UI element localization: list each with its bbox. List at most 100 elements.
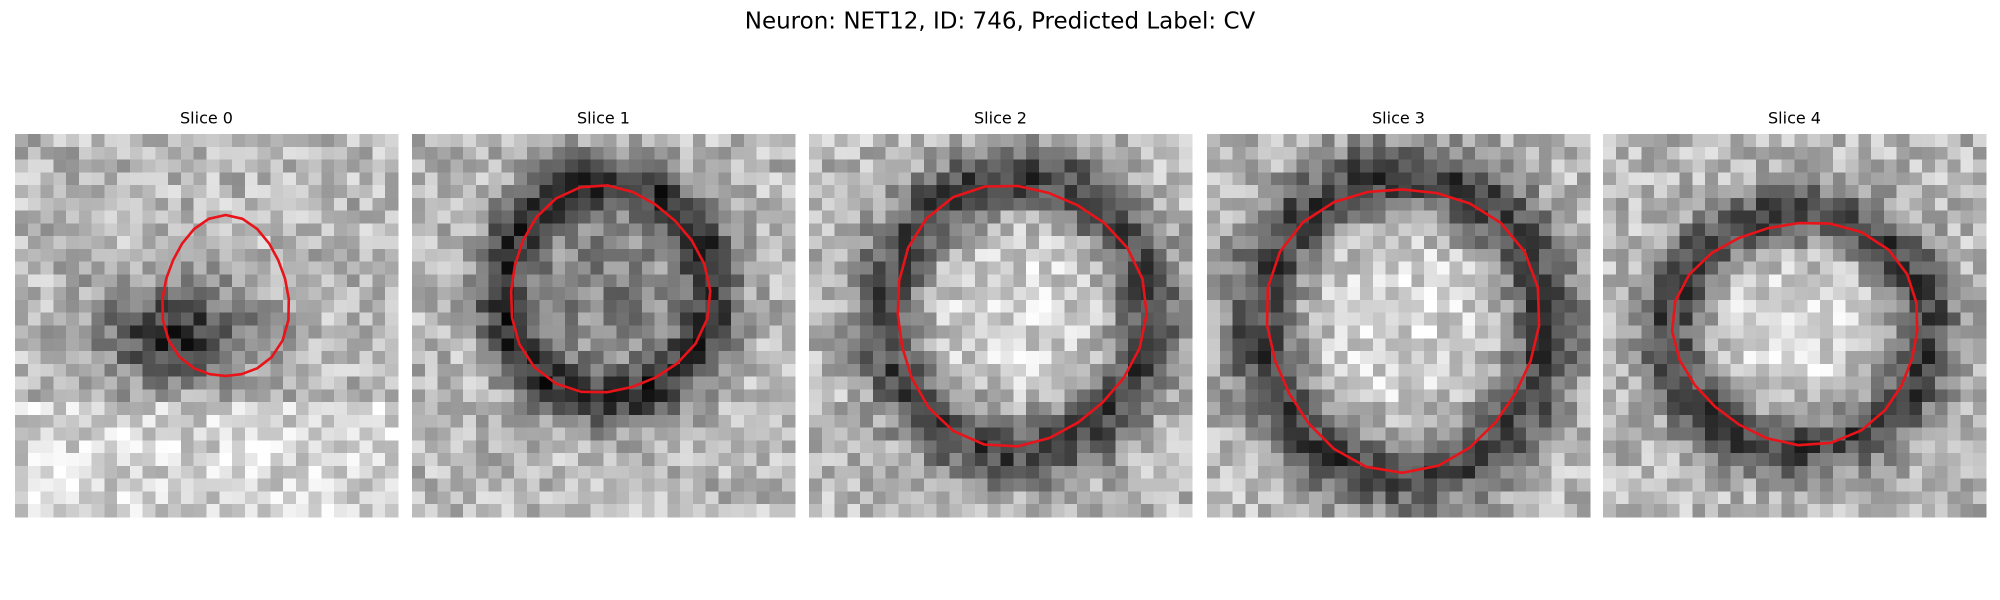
pixel [1179, 325, 1193, 339]
pixel [1513, 491, 1527, 505]
pixel [40, 427, 54, 441]
pixel [565, 338, 579, 352]
pixel [1781, 236, 1796, 250]
pixel [412, 236, 426, 250]
pixel [308, 261, 322, 276]
pixel [603, 363, 617, 378]
pixel [1372, 414, 1387, 429]
pixel [731, 312, 745, 327]
pixel [1166, 197, 1180, 212]
pixel [1436, 376, 1451, 390]
pixel [1603, 287, 1617, 301]
pixel [1513, 223, 1527, 237]
pixel [450, 274, 464, 288]
pixel [1258, 338, 1272, 352]
pixel [743, 159, 758, 173]
pixel [680, 248, 694, 263]
pixel [936, 185, 951, 199]
pixel [1947, 376, 1962, 390]
pixel [552, 312, 566, 327]
pixel [1871, 197, 1885, 212]
pixel [372, 363, 386, 378]
pixel [1922, 287, 1936, 301]
pixel [346, 465, 361, 480]
pixel [15, 172, 29, 186]
pixel [1832, 338, 1847, 352]
pixel [1064, 325, 1078, 339]
pixel [1960, 478, 1974, 493]
pixel [667, 261, 681, 276]
pixel [1038, 223, 1053, 237]
pixel [66, 172, 80, 186]
pixel [1283, 478, 1297, 493]
pixel [603, 172, 617, 186]
pixel [308, 351, 322, 365]
pixel [1153, 363, 1168, 378]
pixel [412, 146, 426, 161]
pixel [936, 159, 951, 173]
pixel [1128, 236, 1142, 250]
pixel [565, 274, 579, 288]
pixel [1871, 453, 1885, 467]
pixel [1051, 376, 1065, 390]
pixel [78, 414, 93, 429]
pixel [1026, 172, 1040, 186]
pixel [295, 440, 310, 454]
pixel [66, 185, 80, 199]
pixel [27, 312, 42, 327]
pixel [219, 236, 233, 250]
pixel [424, 299, 439, 314]
pixel [1922, 261, 1936, 276]
pixel [1768, 197, 1783, 212]
pixel [667, 274, 681, 288]
pixel [603, 299, 617, 314]
pixel [1641, 504, 1655, 518]
pixel [1513, 134, 1527, 148]
pixel [590, 172, 605, 186]
pixel [692, 299, 707, 314]
pixel [488, 376, 502, 390]
pixel [577, 210, 592, 224]
pixel [1615, 274, 1630, 288]
pixel [1064, 299, 1078, 314]
pixel [1654, 312, 1668, 327]
pixel [1717, 453, 1732, 467]
pixel [66, 210, 80, 224]
pixel [821, 287, 836, 301]
pixel [1207, 312, 1221, 327]
pixel [809, 325, 823, 339]
pixel [718, 363, 732, 378]
pixel [385, 274, 399, 288]
pixel [974, 504, 989, 518]
pixel [1436, 325, 1451, 339]
pixel [155, 185, 169, 199]
pixel [424, 351, 439, 365]
pixel [1832, 172, 1847, 186]
pixel [1947, 210, 1962, 224]
pixel [1140, 210, 1155, 224]
pixel [1026, 146, 1040, 161]
pixel [1845, 159, 1859, 173]
pixel [936, 453, 951, 467]
pixel [1909, 210, 1923, 224]
pixel [962, 491, 976, 505]
pixel [412, 491, 426, 505]
pixel [27, 453, 42, 467]
pixel [1654, 325, 1668, 339]
pixel [1858, 134, 1872, 148]
pixel [142, 274, 157, 288]
pixel [117, 223, 131, 237]
pixel [1128, 414, 1142, 429]
pixel [1219, 185, 1234, 199]
pixel [1245, 197, 1259, 212]
pixel [514, 146, 528, 161]
pixel [1051, 159, 1065, 173]
pixel [1102, 465, 1116, 480]
pixel [117, 236, 131, 250]
pixel [1487, 312, 1502, 327]
pixel [987, 248, 1002, 263]
pixel [1462, 146, 1476, 161]
pixel [1960, 363, 1974, 378]
pixel [1051, 504, 1065, 518]
